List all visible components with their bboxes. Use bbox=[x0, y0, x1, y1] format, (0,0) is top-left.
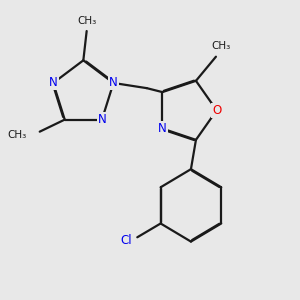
Text: Cl: Cl bbox=[121, 234, 132, 247]
Text: N: N bbox=[158, 122, 167, 135]
Text: N: N bbox=[98, 113, 106, 126]
Text: O: O bbox=[212, 104, 221, 117]
Text: CH₃: CH₃ bbox=[77, 16, 96, 26]
Text: CH₃: CH₃ bbox=[7, 130, 26, 140]
Text: N: N bbox=[49, 76, 58, 89]
Text: N: N bbox=[109, 76, 118, 89]
Text: CH₃: CH₃ bbox=[211, 41, 231, 51]
